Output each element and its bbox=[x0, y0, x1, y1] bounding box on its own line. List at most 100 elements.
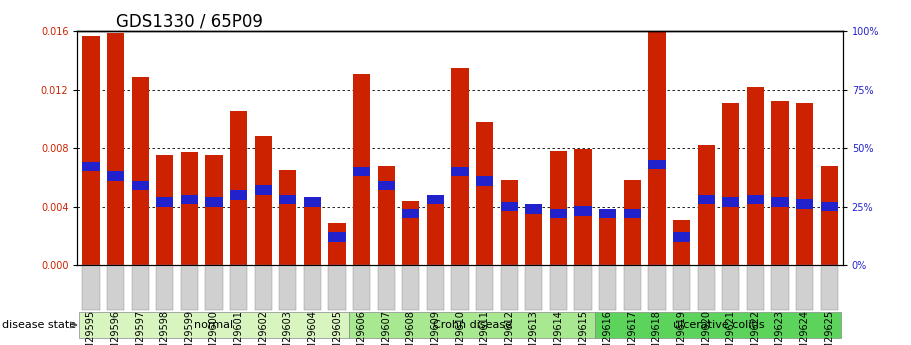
Bar bbox=[599, 209, 617, 218]
FancyBboxPatch shape bbox=[476, 265, 493, 310]
Bar bbox=[649, 160, 666, 169]
Bar bbox=[476, 122, 493, 265]
Bar bbox=[796, 104, 814, 265]
Text: GSM29603: GSM29603 bbox=[282, 310, 292, 345]
Bar bbox=[821, 202, 838, 211]
Bar bbox=[303, 197, 321, 207]
Bar bbox=[254, 136, 271, 265]
Bar bbox=[722, 197, 740, 207]
Bar bbox=[156, 197, 173, 207]
FancyBboxPatch shape bbox=[78, 312, 349, 338]
Bar bbox=[205, 155, 222, 265]
Bar bbox=[501, 180, 517, 265]
Bar bbox=[821, 166, 838, 265]
Bar bbox=[526, 204, 542, 214]
Bar bbox=[378, 166, 394, 265]
Bar bbox=[599, 209, 617, 265]
Text: GSM29611: GSM29611 bbox=[480, 310, 489, 345]
Bar bbox=[82, 162, 99, 171]
FancyBboxPatch shape bbox=[772, 265, 789, 310]
Bar bbox=[205, 197, 222, 207]
Text: GSM29619: GSM29619 bbox=[677, 310, 687, 345]
Text: GSM29620: GSM29620 bbox=[701, 310, 711, 345]
Text: GSM29624: GSM29624 bbox=[800, 310, 810, 345]
FancyBboxPatch shape bbox=[82, 265, 99, 310]
Text: GSM29604: GSM29604 bbox=[307, 310, 317, 345]
Text: GSM29599: GSM29599 bbox=[184, 310, 194, 345]
FancyBboxPatch shape bbox=[230, 265, 247, 310]
Bar bbox=[107, 33, 124, 265]
Text: GSM29621: GSM29621 bbox=[726, 310, 736, 345]
FancyBboxPatch shape bbox=[596, 312, 842, 338]
Text: GDS1330 / 65P09: GDS1330 / 65P09 bbox=[116, 13, 262, 31]
Bar bbox=[303, 204, 321, 265]
Bar bbox=[353, 167, 370, 176]
Bar bbox=[82, 36, 99, 265]
Bar bbox=[452, 68, 468, 265]
FancyBboxPatch shape bbox=[649, 265, 666, 310]
Text: GSM29608: GSM29608 bbox=[405, 310, 415, 345]
Bar bbox=[378, 181, 394, 190]
Bar bbox=[180, 152, 198, 265]
Bar bbox=[230, 190, 247, 199]
Bar bbox=[501, 202, 517, 211]
Bar bbox=[403, 209, 419, 218]
Text: GSM29602: GSM29602 bbox=[258, 310, 268, 345]
Bar bbox=[526, 209, 542, 265]
Text: GSM29616: GSM29616 bbox=[603, 310, 613, 345]
Bar bbox=[747, 195, 764, 204]
FancyBboxPatch shape bbox=[452, 265, 468, 310]
Text: GSM29600: GSM29600 bbox=[209, 310, 219, 345]
FancyBboxPatch shape bbox=[353, 265, 370, 310]
FancyBboxPatch shape bbox=[796, 265, 814, 310]
Text: GSM29596: GSM29596 bbox=[110, 310, 120, 345]
Text: GSM29609: GSM29609 bbox=[431, 310, 440, 345]
FancyBboxPatch shape bbox=[254, 265, 271, 310]
Bar bbox=[575, 206, 592, 216]
Bar bbox=[649, 32, 666, 265]
Bar bbox=[476, 176, 493, 186]
Bar bbox=[230, 111, 247, 265]
Text: GSM29613: GSM29613 bbox=[529, 310, 539, 345]
Bar bbox=[328, 223, 345, 265]
Text: GSM29618: GSM29618 bbox=[652, 310, 662, 345]
FancyBboxPatch shape bbox=[427, 265, 444, 310]
Bar bbox=[427, 195, 444, 204]
FancyBboxPatch shape bbox=[599, 265, 617, 310]
Bar bbox=[698, 195, 715, 204]
FancyBboxPatch shape bbox=[821, 265, 838, 310]
FancyBboxPatch shape bbox=[131, 265, 148, 310]
FancyBboxPatch shape bbox=[107, 265, 124, 310]
Bar bbox=[156, 155, 173, 265]
Text: GSM29617: GSM29617 bbox=[628, 310, 638, 345]
FancyBboxPatch shape bbox=[205, 265, 222, 310]
Bar bbox=[673, 220, 691, 265]
Bar bbox=[180, 195, 198, 204]
FancyBboxPatch shape bbox=[722, 265, 740, 310]
Text: GSM29606: GSM29606 bbox=[356, 310, 366, 345]
Text: GSM29595: GSM29595 bbox=[86, 310, 96, 345]
Text: ulcerative colitis: ulcerative colitis bbox=[672, 320, 764, 330]
FancyBboxPatch shape bbox=[526, 265, 542, 310]
FancyBboxPatch shape bbox=[328, 265, 345, 310]
Bar bbox=[624, 180, 641, 265]
FancyBboxPatch shape bbox=[575, 265, 592, 310]
FancyBboxPatch shape bbox=[349, 312, 596, 338]
Bar bbox=[328, 232, 345, 241]
FancyBboxPatch shape bbox=[303, 265, 321, 310]
Text: GSM29612: GSM29612 bbox=[505, 310, 515, 345]
FancyBboxPatch shape bbox=[673, 265, 691, 310]
Text: GSM29598: GSM29598 bbox=[159, 310, 169, 345]
Text: normal: normal bbox=[194, 320, 233, 330]
FancyBboxPatch shape bbox=[279, 265, 296, 310]
Text: GSM29597: GSM29597 bbox=[135, 310, 145, 345]
Text: GSM29601: GSM29601 bbox=[233, 310, 243, 345]
Bar bbox=[403, 201, 419, 265]
FancyBboxPatch shape bbox=[550, 265, 567, 310]
Bar bbox=[107, 171, 124, 181]
FancyBboxPatch shape bbox=[624, 265, 641, 310]
FancyBboxPatch shape bbox=[378, 265, 394, 310]
Bar bbox=[353, 74, 370, 265]
Bar bbox=[673, 232, 691, 241]
Text: GSM29607: GSM29607 bbox=[381, 310, 391, 345]
